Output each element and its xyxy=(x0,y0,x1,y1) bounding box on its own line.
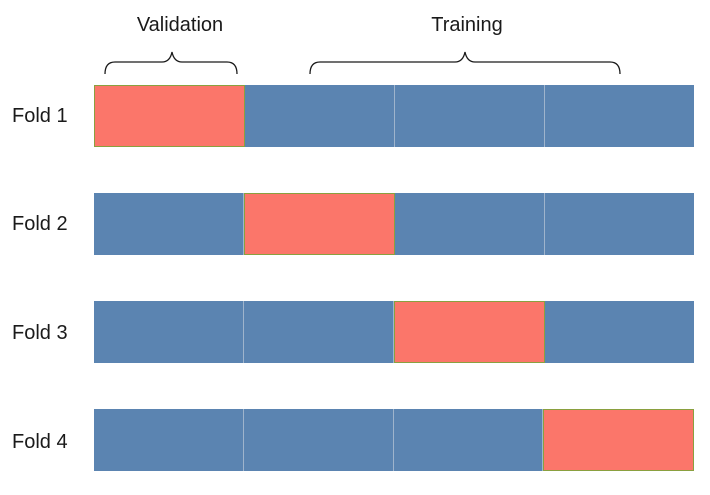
fold-label-3: Fold 3 xyxy=(12,322,68,344)
validation-segment xyxy=(543,409,694,471)
training-segment xyxy=(395,193,545,255)
training-legend-label: Training xyxy=(431,14,503,36)
training-segment xyxy=(244,301,394,363)
validation-segment xyxy=(394,301,545,363)
validation-bracket xyxy=(104,51,238,75)
fold-row-3 xyxy=(94,301,694,363)
fold-row-1 xyxy=(94,85,694,147)
fold-label-4: Fold 4 xyxy=(12,431,68,453)
validation-segment xyxy=(94,85,245,147)
training-segment xyxy=(545,85,694,147)
validation-segment xyxy=(244,193,395,255)
training-segment xyxy=(94,409,244,471)
fold-row-4 xyxy=(94,409,694,471)
training-segment xyxy=(243,409,394,471)
training-segment xyxy=(545,301,694,363)
fold-label-2: Fold 2 xyxy=(12,213,68,235)
training-segment xyxy=(545,193,694,255)
training-segment xyxy=(395,85,545,147)
training-segment xyxy=(245,85,395,147)
training-segment xyxy=(393,409,544,471)
fold-row-2 xyxy=(94,193,694,255)
training-bracket xyxy=(309,51,621,75)
training-segment xyxy=(94,193,244,255)
validation-legend-label: Validation xyxy=(136,14,224,36)
fold-label-1: Fold 1 xyxy=(12,105,68,127)
training-segment xyxy=(94,301,244,363)
